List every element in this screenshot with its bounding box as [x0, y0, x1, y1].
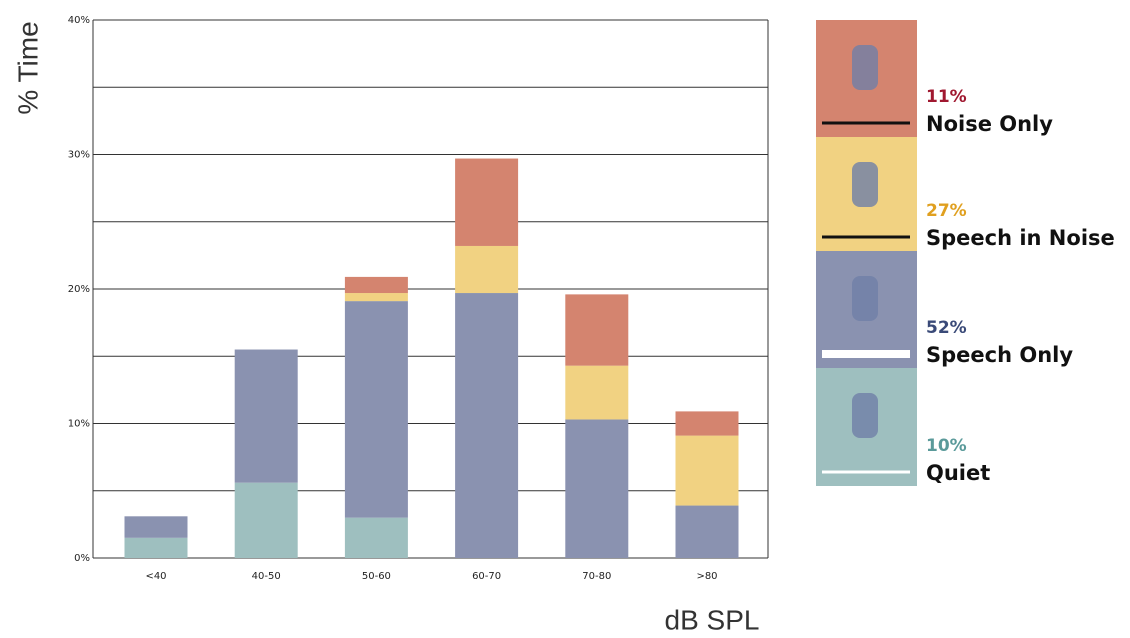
- bar-segment: [125, 516, 188, 538]
- bar-segment: [565, 366, 628, 420]
- legend-label: Speech Only: [926, 343, 1073, 367]
- bar-segment: [345, 277, 408, 293]
- x-tick-label: 70-80: [582, 571, 611, 582]
- bar-segment: [676, 506, 739, 558]
- x-tick-label: >80: [696, 571, 717, 582]
- y-tick-label: 40%: [68, 15, 90, 26]
- legend-figure: [852, 276, 878, 321]
- bar-segment: [565, 294, 628, 365]
- y-tick-label: 30%: [68, 150, 90, 161]
- bar-segment: [565, 419, 628, 558]
- x-tick-label: 60-70: [472, 571, 501, 582]
- x-tick-label: 40-50: [252, 571, 281, 582]
- legend-figure: [852, 45, 878, 90]
- bar-segment: [676, 436, 739, 506]
- legend-label: Speech in Noise: [926, 226, 1115, 250]
- bar-segment: [345, 293, 408, 301]
- bar-segment: [676, 411, 739, 435]
- legend-figure: [852, 393, 878, 438]
- bar-segment: [235, 350, 298, 483]
- y-axis-title: % Time: [12, 21, 43, 114]
- legend-figure: [852, 162, 878, 207]
- x-tick-label: <40: [145, 571, 166, 582]
- legend-percent: 27%: [926, 201, 967, 221]
- y-tick-label: 0%: [74, 553, 90, 564]
- bar-segment: [455, 246, 518, 293]
- bar-segment: [345, 518, 408, 558]
- bar-segment: [235, 483, 298, 558]
- bar-segment: [455, 293, 518, 558]
- legend-label: Quiet: [926, 461, 990, 485]
- x-axis-title: dB SPL: [665, 604, 760, 635]
- legend-percent: 11%: [926, 87, 967, 107]
- legend-percent: 10%: [926, 436, 967, 456]
- y-tick-label: 20%: [68, 284, 90, 295]
- y-tick-label: 10%: [68, 419, 90, 430]
- bar-segment: [455, 159, 518, 246]
- legend-label: Noise Only: [926, 112, 1053, 136]
- bar-segment: [125, 538, 188, 558]
- chart: % Time dB SPL 0% 10% 20% 30% 40% <40 40-50 50-6…: [0, 0, 1130, 638]
- x-tick-label: 50-60: [362, 571, 391, 582]
- bar-segment: [345, 301, 408, 518]
- legend-percent: 52%: [926, 318, 967, 338]
